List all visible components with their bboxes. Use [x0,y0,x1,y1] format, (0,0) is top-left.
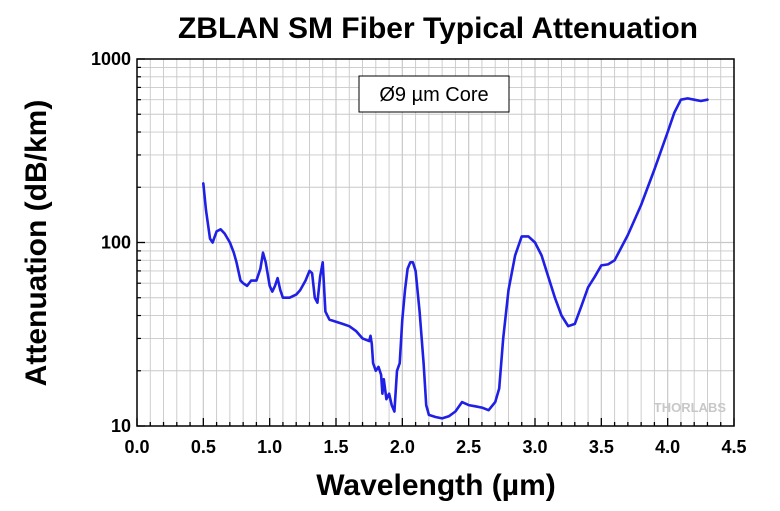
x-tick-label: 4.0 [655,437,680,457]
series-line-0 [202,97,709,420]
y-tick-label: 100 [101,233,131,253]
annotation-text: Ø9 µm Core [379,84,488,106]
x-tick-label: 0.0 [124,437,149,457]
x-tick-label: 1.0 [257,437,282,457]
axis-ticks [136,58,735,427]
annotation-box: Ø9 µm Core [358,75,510,113]
chart-title: ZBLAN SM Fiber Typical Attenuation [178,12,698,45]
x-tick-label: 4.5 [721,437,746,457]
x-tick-label: 0.5 [191,437,216,457]
x-tick-labels: 0.0 0.5 1.0 1.5 2.0 2.5 3.0 3.5 4.0 4.5 [124,437,746,457]
x-tick-label: 3.5 [589,437,614,457]
annotation-frame [358,75,510,113]
series-group [202,97,709,420]
x-tick-label: 2.0 [390,437,415,457]
y-tick-label: 1000 [91,49,131,69]
y-tick-labels: 10 100 1000 [91,49,131,436]
y-axis-label: Attenuation (dB/km) [20,100,53,387]
x-tick-label: 1.5 [323,437,348,457]
y-tick-label: 10 [111,416,131,436]
x-axis-label: Wavelength (µm) [316,469,556,502]
thorlabs-logo: THORLABS [654,400,727,415]
x-tick-label: 3.0 [522,437,547,457]
x-tick-label: 2.5 [456,437,481,457]
